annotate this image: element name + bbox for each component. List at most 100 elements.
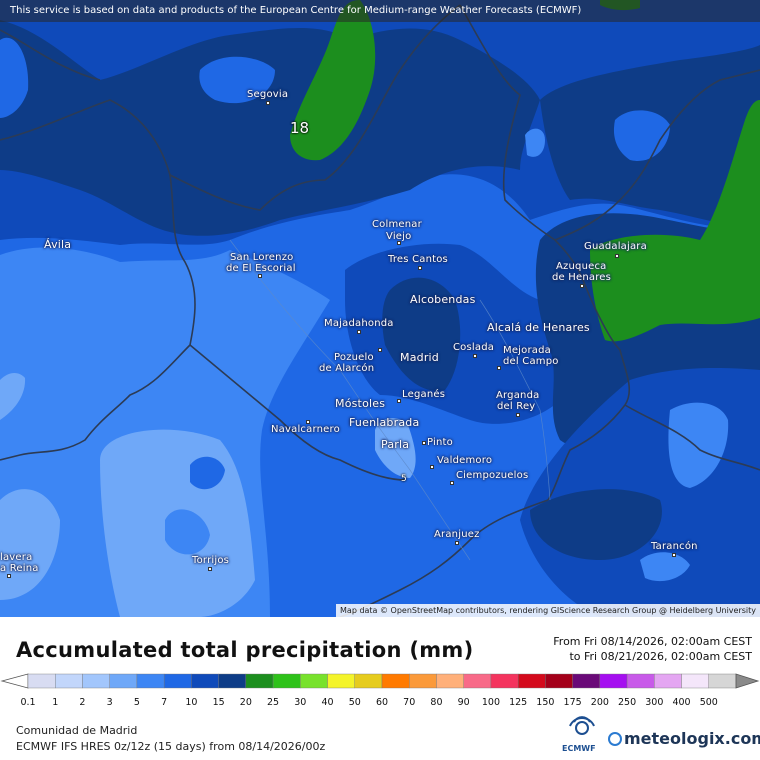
- tarancon-marker-icon: [672, 553, 676, 557]
- city-label-azuqueca-line2[interactable]: de Henares: [552, 272, 612, 283]
- legend-swatch: [354, 673, 383, 689]
- legend-value-label: 15: [212, 697, 225, 708]
- azuqueca-marker-icon: [580, 284, 584, 288]
- city-label-madrid[interactable]: Madrid: [400, 351, 439, 364]
- legend-swatch: [654, 673, 682, 689]
- legend-value-label: 0.1: [20, 697, 36, 708]
- ecmwf-logo-icon: [569, 716, 595, 735]
- leganes-marker-icon: [397, 399, 401, 403]
- navalcarnero-marker-icon: [306, 420, 310, 424]
- legend-value-label: 25: [267, 697, 280, 708]
- legend-value-label: 40: [321, 697, 334, 708]
- coslada-marker-icon: [473, 354, 477, 358]
- legend-swatch: [82, 673, 110, 689]
- city-label-colmenar-line1[interactable]: Colmenar: [372, 219, 422, 230]
- legend-swatch: [463, 673, 492, 689]
- colmenar-marker-icon: [397, 241, 401, 245]
- color-scale-legend: [0, 673, 760, 689]
- legend-swatch: [490, 673, 519, 689]
- city-label-alcala[interactable]: Alcalá de Henares: [487, 321, 590, 334]
- ciempozuelos-marker-icon: [450, 481, 454, 485]
- city-label-leganes[interactable]: Leganés: [402, 389, 446, 400]
- city-label-avila[interactable]: Ávila: [44, 238, 72, 251]
- legend-swatch: [218, 673, 247, 689]
- model-info: ECMWF IFS HRES 0z/12z (15 days) from 08/…: [16, 740, 326, 753]
- arganda-marker-icon: [516, 413, 520, 417]
- city-label-alcobendas[interactable]: Alcobendas: [410, 293, 476, 306]
- city-label-parla[interactable]: Parla: [381, 438, 410, 451]
- legend-value-label: 175: [563, 697, 582, 708]
- map-attribution[interactable]: Map data © OpenStreetMap contributors, r…: [336, 604, 760, 617]
- city-label-trescantos[interactable]: Tres Cantos: [388, 254, 448, 265]
- city-label-sanlorenzo-line2[interactable]: de El Escorial: [226, 263, 296, 274]
- ecmwf-logo-text: ECMWF: [562, 744, 596, 753]
- legend-swatch: [626, 673, 655, 689]
- guadalajara-marker-icon: [615, 254, 619, 258]
- legend-value-label: 2: [79, 697, 86, 708]
- region-name: Comunidad de Madrid: [16, 724, 138, 737]
- city-label-tarancon[interactable]: Tarancón: [651, 541, 698, 552]
- city-label-coslada[interactable]: Coslada: [453, 342, 495, 353]
- mejorada-marker-icon: [497, 366, 501, 370]
- legend-value-label: 20: [239, 697, 252, 708]
- meteologix-logo[interactable]: meteologix.com: [608, 729, 760, 748]
- pozuelo-marker-icon: [378, 348, 382, 352]
- legend-swatch: [381, 673, 410, 689]
- legend-swatch: [245, 673, 274, 689]
- legend-swatch: [327, 673, 355, 689]
- city-label-arganda-line1[interactable]: Arganda: [496, 390, 540, 401]
- city-label-majadahonda[interactable]: Majadahonda: [324, 318, 394, 329]
- legend-value-label: 30: [294, 697, 307, 708]
- contour-label-5: 5: [401, 474, 407, 484]
- talavera-marker-icon: [7, 574, 11, 578]
- city-label-torrijos[interactable]: Torrijos: [192, 555, 230, 566]
- city-label-mejorada-line2[interactable]: del Campo: [503, 356, 559, 367]
- city-label-valdemoro[interactable]: Valdemoro: [437, 455, 493, 466]
- legend-value-label: 400: [672, 697, 691, 708]
- city-label-mejorada-line1[interactable]: Mejorada: [503, 345, 551, 356]
- city-label-pinto[interactable]: Pinto: [427, 437, 453, 448]
- legend-swatch: [572, 673, 601, 689]
- legend-swatch: [599, 673, 628, 689]
- legend-value-label: 10: [185, 697, 198, 708]
- legend-swatch: [136, 673, 165, 689]
- city-label-talavera-line1[interactable]: lavera: [0, 552, 33, 563]
- city-label-pozuelo-line1[interactable]: Pozuelo: [334, 352, 374, 363]
- legend-swatch: [681, 673, 709, 689]
- legend-swatch: [545, 673, 573, 689]
- city-label-aranjuez[interactable]: Aranjuez: [434, 529, 480, 540]
- city-label-fuenlabrada[interactable]: Fuenlabrada: [349, 416, 420, 429]
- legend-value-label: 200: [590, 697, 609, 708]
- sanlorenzo-marker-icon: [258, 274, 262, 278]
- legend-left-arrow-icon: [0, 673, 29, 689]
- legend-swatch: [436, 673, 464, 689]
- legend-value-label: 125: [509, 697, 528, 708]
- city-label-segovia[interactable]: Segovia: [247, 89, 289, 100]
- city-label-sanlorenzo-line1[interactable]: San Lorenzo: [230, 252, 294, 263]
- city-label-colmenar-line2[interactable]: Viejo: [386, 231, 412, 242]
- legend-value-label: 60: [375, 697, 389, 708]
- majadahonda-marker-icon: [357, 330, 361, 334]
- legend-value-label: 1: [52, 697, 59, 708]
- city-label-talavera-line2[interactable]: a Reina: [0, 563, 39, 574]
- city-label-mostoles[interactable]: Móstoles: [335, 397, 386, 410]
- city-label-navalcarnero[interactable]: Navalcarnero: [271, 424, 340, 435]
- legend-value-label: 500: [699, 697, 718, 708]
- chart-title: Accumulated total precipitation (mm): [16, 638, 474, 662]
- legend-swatch: [300, 673, 328, 689]
- city-label-azuqueca-line1[interactable]: Azuqueca: [556, 261, 607, 272]
- precipitation-map[interactable]: This service is based on data and produc…: [0, 0, 760, 617]
- legend-swatch: [708, 673, 737, 689]
- valdemoro-marker-icon: [430, 465, 434, 469]
- city-label-ciempozuelos[interactable]: Ciempozuelos: [456, 470, 529, 481]
- city-label-pozuelo-line2[interactable]: de Alarcón: [319, 363, 375, 374]
- legend-value-label: 7: [161, 697, 168, 708]
- legend-right-arrow-icon: [735, 673, 760, 689]
- city-label-arganda-line2[interactable]: del Rey: [497, 401, 536, 412]
- legend-value-label: 50: [348, 697, 361, 708]
- legend-value-label: 300: [645, 697, 664, 708]
- aranjuez-marker-icon: [455, 541, 459, 545]
- period-from: From Fri 08/14/2026, 02:00am CEST: [553, 635, 752, 648]
- city-label-guadalajara[interactable]: Guadalajara: [584, 241, 647, 252]
- meteologix-brand-text: meteologix.com: [624, 729, 760, 748]
